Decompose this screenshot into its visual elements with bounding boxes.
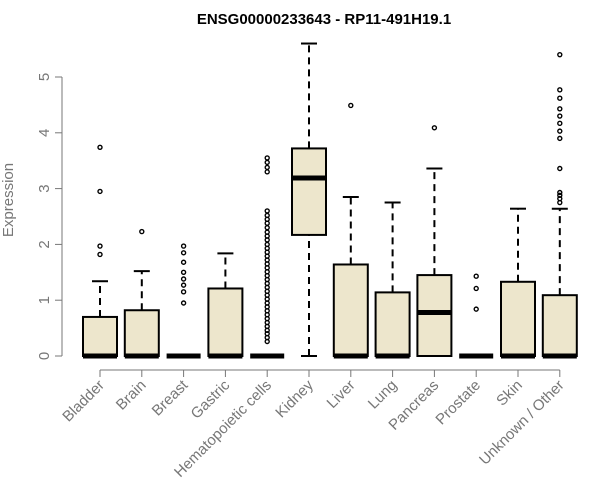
outlier-point bbox=[264, 155, 270, 161]
outlier-point bbox=[97, 251, 103, 258]
box bbox=[500, 280, 536, 358]
x-tick-label: Prostate bbox=[432, 377, 484, 429]
box bbox=[123, 309, 160, 357]
outlier-point bbox=[557, 135, 563, 142]
outlier-point bbox=[180, 250, 187, 256]
outlier-point bbox=[557, 165, 563, 172]
y-tick-label: 4 bbox=[36, 129, 53, 137]
outlier-point bbox=[557, 106, 563, 112]
x-tick-label: Kidney bbox=[272, 376, 317, 421]
y-axis-label: Expression bbox=[0, 163, 17, 237]
box bbox=[207, 287, 244, 357]
box bbox=[82, 315, 118, 358]
box bbox=[374, 291, 411, 357]
outlier-point bbox=[264, 164, 270, 171]
outlier-point bbox=[473, 306, 479, 312]
y-tick-label: 1 bbox=[36, 296, 53, 304]
outlier-point bbox=[557, 128, 563, 134]
outlier-point bbox=[264, 208, 270, 214]
outlier-point bbox=[97, 144, 103, 151]
outlier-point bbox=[180, 269, 187, 275]
outlier-point bbox=[180, 276, 187, 282]
outlier-point bbox=[264, 159, 270, 166]
y-tick-label: 0 bbox=[36, 352, 53, 360]
outlier-point bbox=[264, 169, 270, 175]
y-tick-label: 5 bbox=[36, 73, 53, 81]
box bbox=[332, 263, 369, 358]
outlier-point bbox=[557, 87, 563, 93]
box bbox=[541, 294, 578, 358]
outlier-point bbox=[264, 220, 270, 226]
outlier-point bbox=[431, 125, 438, 131]
outlier-point bbox=[557, 51, 563, 58]
outlier-point bbox=[557, 199, 563, 206]
outlier-point bbox=[180, 282, 187, 288]
outlier-point bbox=[473, 285, 479, 292]
outlier-point bbox=[264, 224, 270, 231]
outlier-point bbox=[180, 300, 187, 306]
outlier-point bbox=[180, 243, 187, 249]
box bbox=[291, 147, 327, 236]
outlier-point bbox=[180, 259, 187, 265]
outlier-point bbox=[180, 289, 187, 295]
outlier-point bbox=[97, 243, 103, 249]
x-tick-label: Liver bbox=[324, 377, 359, 412]
outlier-point bbox=[348, 102, 354, 109]
outlier-point bbox=[557, 113, 563, 119]
y-tick-label: 2 bbox=[36, 240, 53, 248]
x-tick-label: Lung bbox=[365, 377, 401, 413]
outlier-point bbox=[97, 188, 103, 195]
box bbox=[416, 274, 453, 357]
outlier-point bbox=[139, 228, 145, 235]
outlier-point bbox=[557, 189, 563, 196]
x-tick-label: Bladder bbox=[59, 377, 108, 426]
y-tick-label: 3 bbox=[36, 184, 53, 192]
outlier-point bbox=[473, 273, 479, 279]
outlier-point bbox=[264, 338, 270, 345]
x-tick-label: Breast bbox=[149, 376, 192, 419]
outlier-point bbox=[557, 120, 563, 127]
outlier-point bbox=[264, 237, 270, 243]
chart-title: ENSG00000233643 - RP11-491H19.1 bbox=[197, 11, 451, 28]
x-tick-label: Brain bbox=[113, 377, 150, 414]
outlier-point bbox=[557, 95, 563, 101]
x-tick-label: Skin bbox=[493, 377, 526, 410]
